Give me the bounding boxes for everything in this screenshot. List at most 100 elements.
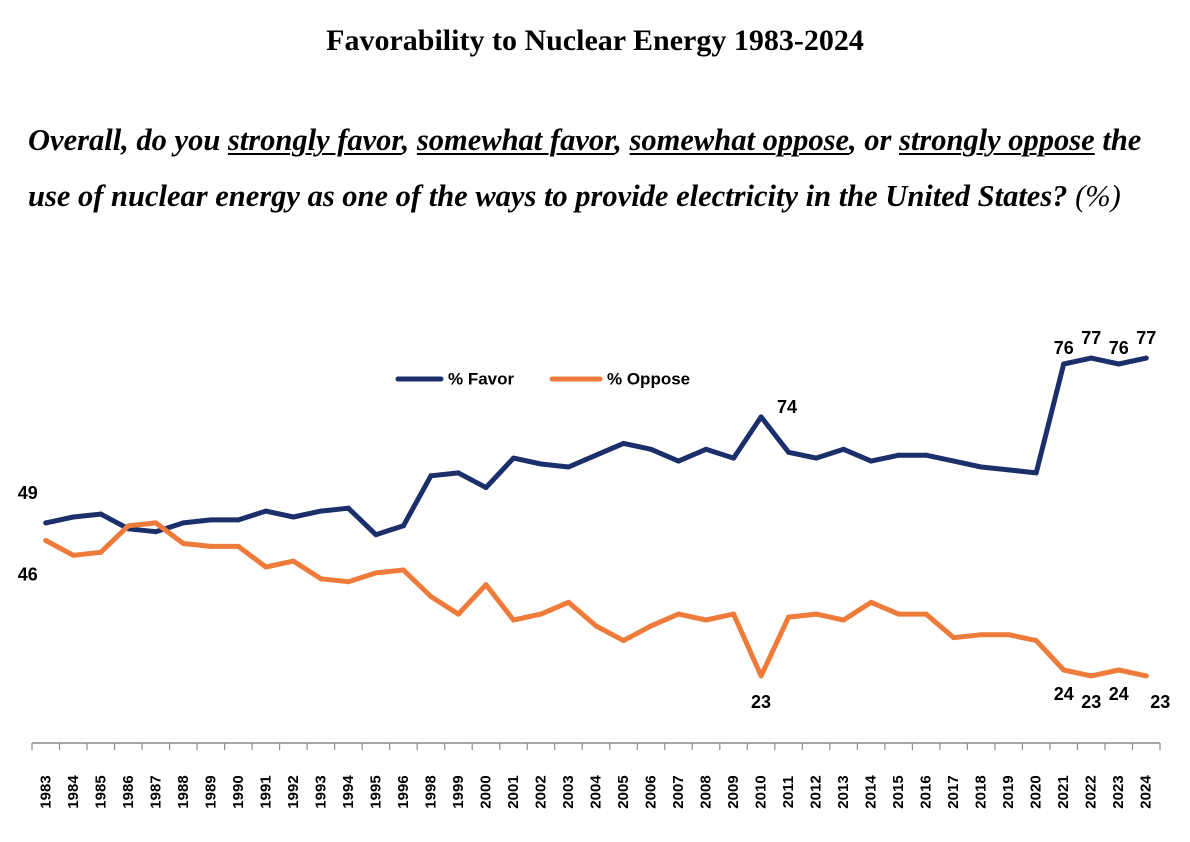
oppose-point-1991: [263, 564, 269, 570]
x-tick-label: 2009: [725, 775, 742, 808]
survey-question: Overall, do you strongly favor, somewhat…: [28, 112, 1168, 224]
x-tick-label: 2016: [918, 775, 935, 808]
x-tick-label: 2000: [477, 775, 494, 808]
oppose-point-2009: [731, 611, 737, 617]
oppose-point-2016: [923, 611, 929, 617]
favor-point-2022: [1088, 355, 1094, 361]
favor-label-1983: 49: [18, 483, 38, 503]
question-text-4: , or: [849, 123, 899, 157]
oppose-point-2007: [676, 611, 682, 617]
favor-point-1990: [235, 517, 241, 523]
favor-point-2008: [703, 446, 709, 452]
favor-point-2015: [896, 452, 902, 458]
favor-point-2003: [565, 464, 571, 470]
oppose-point-2014: [868, 599, 874, 605]
x-tick-label: 1993: [312, 775, 329, 808]
oppose-point-1984: [70, 552, 76, 558]
legend-favor-label: % Favor: [448, 370, 515, 389]
x-tick-label: 2023: [1110, 775, 1127, 808]
oppose-point-1986: [125, 523, 131, 529]
favor-label-2023: 76: [1109, 338, 1129, 358]
favor-point-2004: [593, 452, 599, 458]
x-tick-label: 1999: [450, 775, 467, 808]
oppose-point-2018: [978, 632, 984, 638]
favor-point-2001: [510, 455, 516, 461]
x-tick-label: 2004: [588, 775, 605, 809]
chart-title: Favorability to Nuclear Energy 1983-2024: [326, 24, 864, 57]
favor-point-2000: [483, 485, 489, 491]
question-text-1: Overall, do you: [28, 123, 228, 157]
favor-point-1984: [70, 514, 76, 520]
question-unit: (%): [1067, 179, 1121, 213]
oppose-point-1998: [428, 593, 434, 599]
favor-point-1999: [455, 470, 461, 476]
favor-point-1993: [318, 508, 324, 514]
oppose-point-1985: [98, 549, 104, 555]
x-tick-label: 1996: [395, 775, 412, 808]
question-text-5: the use of nuclear energy as one of the …: [28, 123, 1142, 213]
oppose-point-2004: [593, 623, 599, 629]
favor-point-2005: [621, 440, 627, 446]
x-tick-label: 2003: [560, 775, 577, 808]
x-tick-label: 1990: [230, 775, 247, 808]
x-tick-label: 2012: [808, 775, 825, 808]
x-tick-label: 2002: [532, 775, 549, 808]
x-tick-label: 1998: [422, 775, 439, 808]
oppose-label-2010: 23: [751, 692, 771, 712]
favor-point-2011: [786, 449, 792, 455]
oppose-point-1996: [400, 567, 406, 573]
favor-point-2017: [951, 458, 957, 464]
x-tick-label: 2013: [835, 775, 852, 808]
favor-point-2020: [1033, 470, 1039, 476]
option-somewhat-favor: somewhat favor: [416, 123, 615, 157]
oppose-point-2002: [538, 611, 544, 617]
oppose-point-2010: [758, 673, 764, 679]
x-tick-label: 2024: [1138, 775, 1155, 809]
x-tick-label: 2006: [643, 775, 660, 808]
favor-point-1985: [98, 511, 104, 517]
x-tick-label: 1988: [175, 775, 192, 808]
legend-oppose-label: % Oppose: [607, 370, 690, 389]
x-tick-label: 2001: [505, 775, 522, 808]
favor-point-2012: [813, 455, 819, 461]
x-tick-label: 1994: [340, 775, 357, 809]
x-tick-label: 1995: [367, 775, 384, 808]
oppose-point-2024: [1143, 673, 1149, 679]
x-tick-label: 2020: [1028, 775, 1045, 808]
oppose-point-2020: [1033, 638, 1039, 644]
oppose-point-2001: [510, 617, 516, 623]
x-tick-label: 1986: [120, 775, 137, 808]
oppose-point-1989: [208, 543, 214, 549]
oppose-point-1983: [43, 538, 49, 544]
favor-point-2014: [868, 458, 874, 464]
x-tick-label: 2007: [670, 775, 687, 808]
favor-point-1987: [153, 529, 159, 535]
oppose-point-2021: [1061, 667, 1067, 673]
x-tick-label: 1989: [202, 775, 219, 808]
oppose-point-2022: [1088, 673, 1094, 679]
favor-point-2018: [978, 464, 984, 470]
favor-point-2019: [1006, 467, 1012, 473]
favor-point-1988: [180, 520, 186, 526]
oppose-point-2012: [813, 611, 819, 617]
favor-point-1998: [428, 473, 434, 479]
oppose-point-2011: [786, 614, 792, 620]
x-tick-label: 2021: [1055, 775, 1072, 808]
x-tick-label: 1987: [147, 775, 164, 808]
oppose-label-2021: 24: [1054, 684, 1074, 704]
favor-label-2022: 77: [1081, 328, 1101, 348]
favor-point-1995: [373, 532, 379, 538]
oppose-point-2008: [703, 617, 709, 623]
oppose-point-2013: [841, 617, 847, 623]
question-text-3: ,: [614, 123, 630, 157]
question-text-2: ,: [401, 123, 417, 157]
oppose-label-2024: 23: [1150, 692, 1170, 712]
oppose-point-1992: [290, 558, 296, 564]
oppose-point-1999: [455, 611, 461, 617]
option-somewhat-oppose: somewhat oppose: [629, 123, 849, 157]
favor-point-2016: [923, 452, 929, 458]
favor-point-2013: [841, 446, 847, 452]
oppose-point-2015: [896, 611, 902, 617]
favor-point-2024: [1143, 355, 1149, 361]
